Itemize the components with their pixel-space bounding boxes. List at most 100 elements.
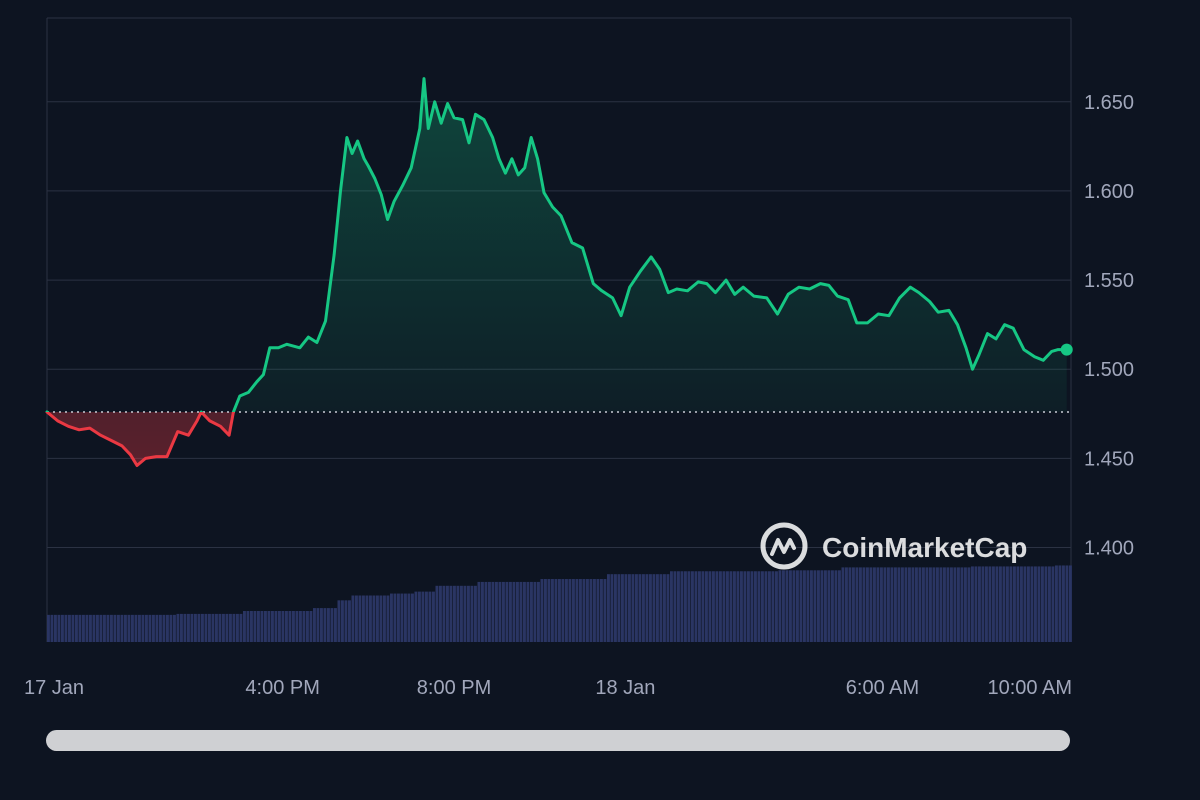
volume-bar [162, 614, 166, 642]
volume-bar [607, 574, 610, 642]
volume-bar [925, 567, 929, 642]
volume-bar [320, 608, 323, 642]
volume-bar [519, 581, 523, 642]
volume-bar [306, 610, 309, 642]
volume-bar [243, 610, 246, 642]
volume-bar [831, 570, 834, 642]
current-price-dot [1060, 343, 1073, 356]
price-line-up [45, 77, 1069, 413]
volume-bar [386, 595, 390, 642]
volume-bar [400, 593, 404, 642]
watermark-text: CoinMarketCap [822, 532, 1027, 563]
volume-bar [344, 600, 348, 642]
volume-bar [600, 579, 603, 642]
volume-bar [971, 566, 974, 642]
volume-bar [817, 570, 820, 642]
volume-bar [449, 585, 453, 642]
volume-bar [215, 613, 218, 642]
volume-bar [299, 610, 302, 642]
volume-bar [981, 566, 985, 642]
volume-bar [635, 574, 638, 642]
volume-bar [1013, 566, 1016, 642]
price-line-down [45, 412, 236, 467]
volume-bar [841, 567, 845, 642]
volume-bar [176, 613, 180, 642]
volume-bar [50, 614, 54, 642]
volume-bar [183, 613, 187, 642]
volume-bar [736, 571, 740, 642]
volume-bar [278, 610, 281, 642]
volume-bar [509, 581, 512, 642]
volume-bar [747, 571, 750, 642]
volume-bar [579, 579, 582, 642]
volume-bar [859, 567, 862, 642]
volume-bar [876, 567, 880, 642]
volume-bar [603, 579, 607, 642]
volume-bar [526, 581, 530, 642]
volume-bar [211, 613, 215, 642]
volume-bar [120, 614, 124, 642]
y-tick-label: 1.600 [1084, 181, 1134, 203]
volume-bar [698, 571, 701, 642]
volume-bar [642, 574, 645, 642]
volume-bar [439, 585, 442, 642]
volume-bar [960, 567, 964, 642]
volume-bar [691, 571, 694, 642]
volume-bar [148, 614, 152, 642]
volume-bar [624, 574, 628, 642]
volume-bar [638, 574, 642, 642]
coinmarketcap-logo-icon [760, 522, 808, 570]
volume-bar [124, 614, 127, 642]
volume-bar [1069, 565, 1072, 642]
x-tick-label: 10:00 AM [987, 677, 1072, 699]
volume-bar [631, 574, 635, 642]
volume-bar [1065, 565, 1069, 642]
volume-bar [309, 610, 313, 642]
volume-bar [264, 610, 267, 642]
volume-bar [498, 581, 502, 642]
volume-bar [173, 614, 176, 642]
volume-bar [1009, 566, 1013, 642]
volume-bar [229, 613, 232, 642]
x-tick-label: 17 Jan [24, 677, 84, 699]
y-tick-label: 1.650 [1084, 92, 1134, 114]
volume-bar [379, 595, 383, 642]
volume-bar [337, 600, 341, 642]
volume-bar [138, 614, 141, 642]
volume-bar [456, 585, 460, 642]
volume-bar [946, 567, 950, 642]
volume-bar [92, 614, 96, 642]
volume-bar [267, 610, 271, 642]
volume-bar [512, 581, 516, 642]
volume-bar [761, 571, 764, 642]
volume-bar [411, 593, 414, 642]
volume-bar [365, 595, 369, 642]
volume-bar [351, 595, 355, 642]
volume-bar [341, 600, 344, 642]
volume-bar [1055, 565, 1058, 642]
volume-bar [187, 613, 190, 642]
volume-bar [113, 614, 117, 642]
volume-bar [754, 571, 757, 642]
volume-bar [575, 579, 579, 642]
volume-bar [152, 614, 155, 642]
time-range-scrollbar[interactable] [46, 730, 1070, 751]
volume-bar [845, 567, 848, 642]
volume-bar [516, 581, 519, 642]
volume-bar [656, 574, 659, 642]
volume-bar [918, 567, 922, 642]
volume-bar [586, 579, 589, 642]
volume-bar [1016, 566, 1020, 642]
volume-bar [169, 614, 173, 642]
volume-bar [348, 600, 351, 642]
volume-bar [117, 614, 120, 642]
volume-bar [810, 570, 813, 642]
volume-bar [421, 591, 425, 642]
volume-bar [943, 567, 946, 642]
volume-bar [428, 591, 432, 642]
volume-bar [771, 571, 775, 642]
volume-bar [253, 610, 257, 642]
y-axis-labels: 1.400 1.450 1.500 1.550 1.600 1.650 [1084, 92, 1134, 560]
volume-bar [194, 613, 197, 642]
volume-bar [978, 566, 981, 642]
